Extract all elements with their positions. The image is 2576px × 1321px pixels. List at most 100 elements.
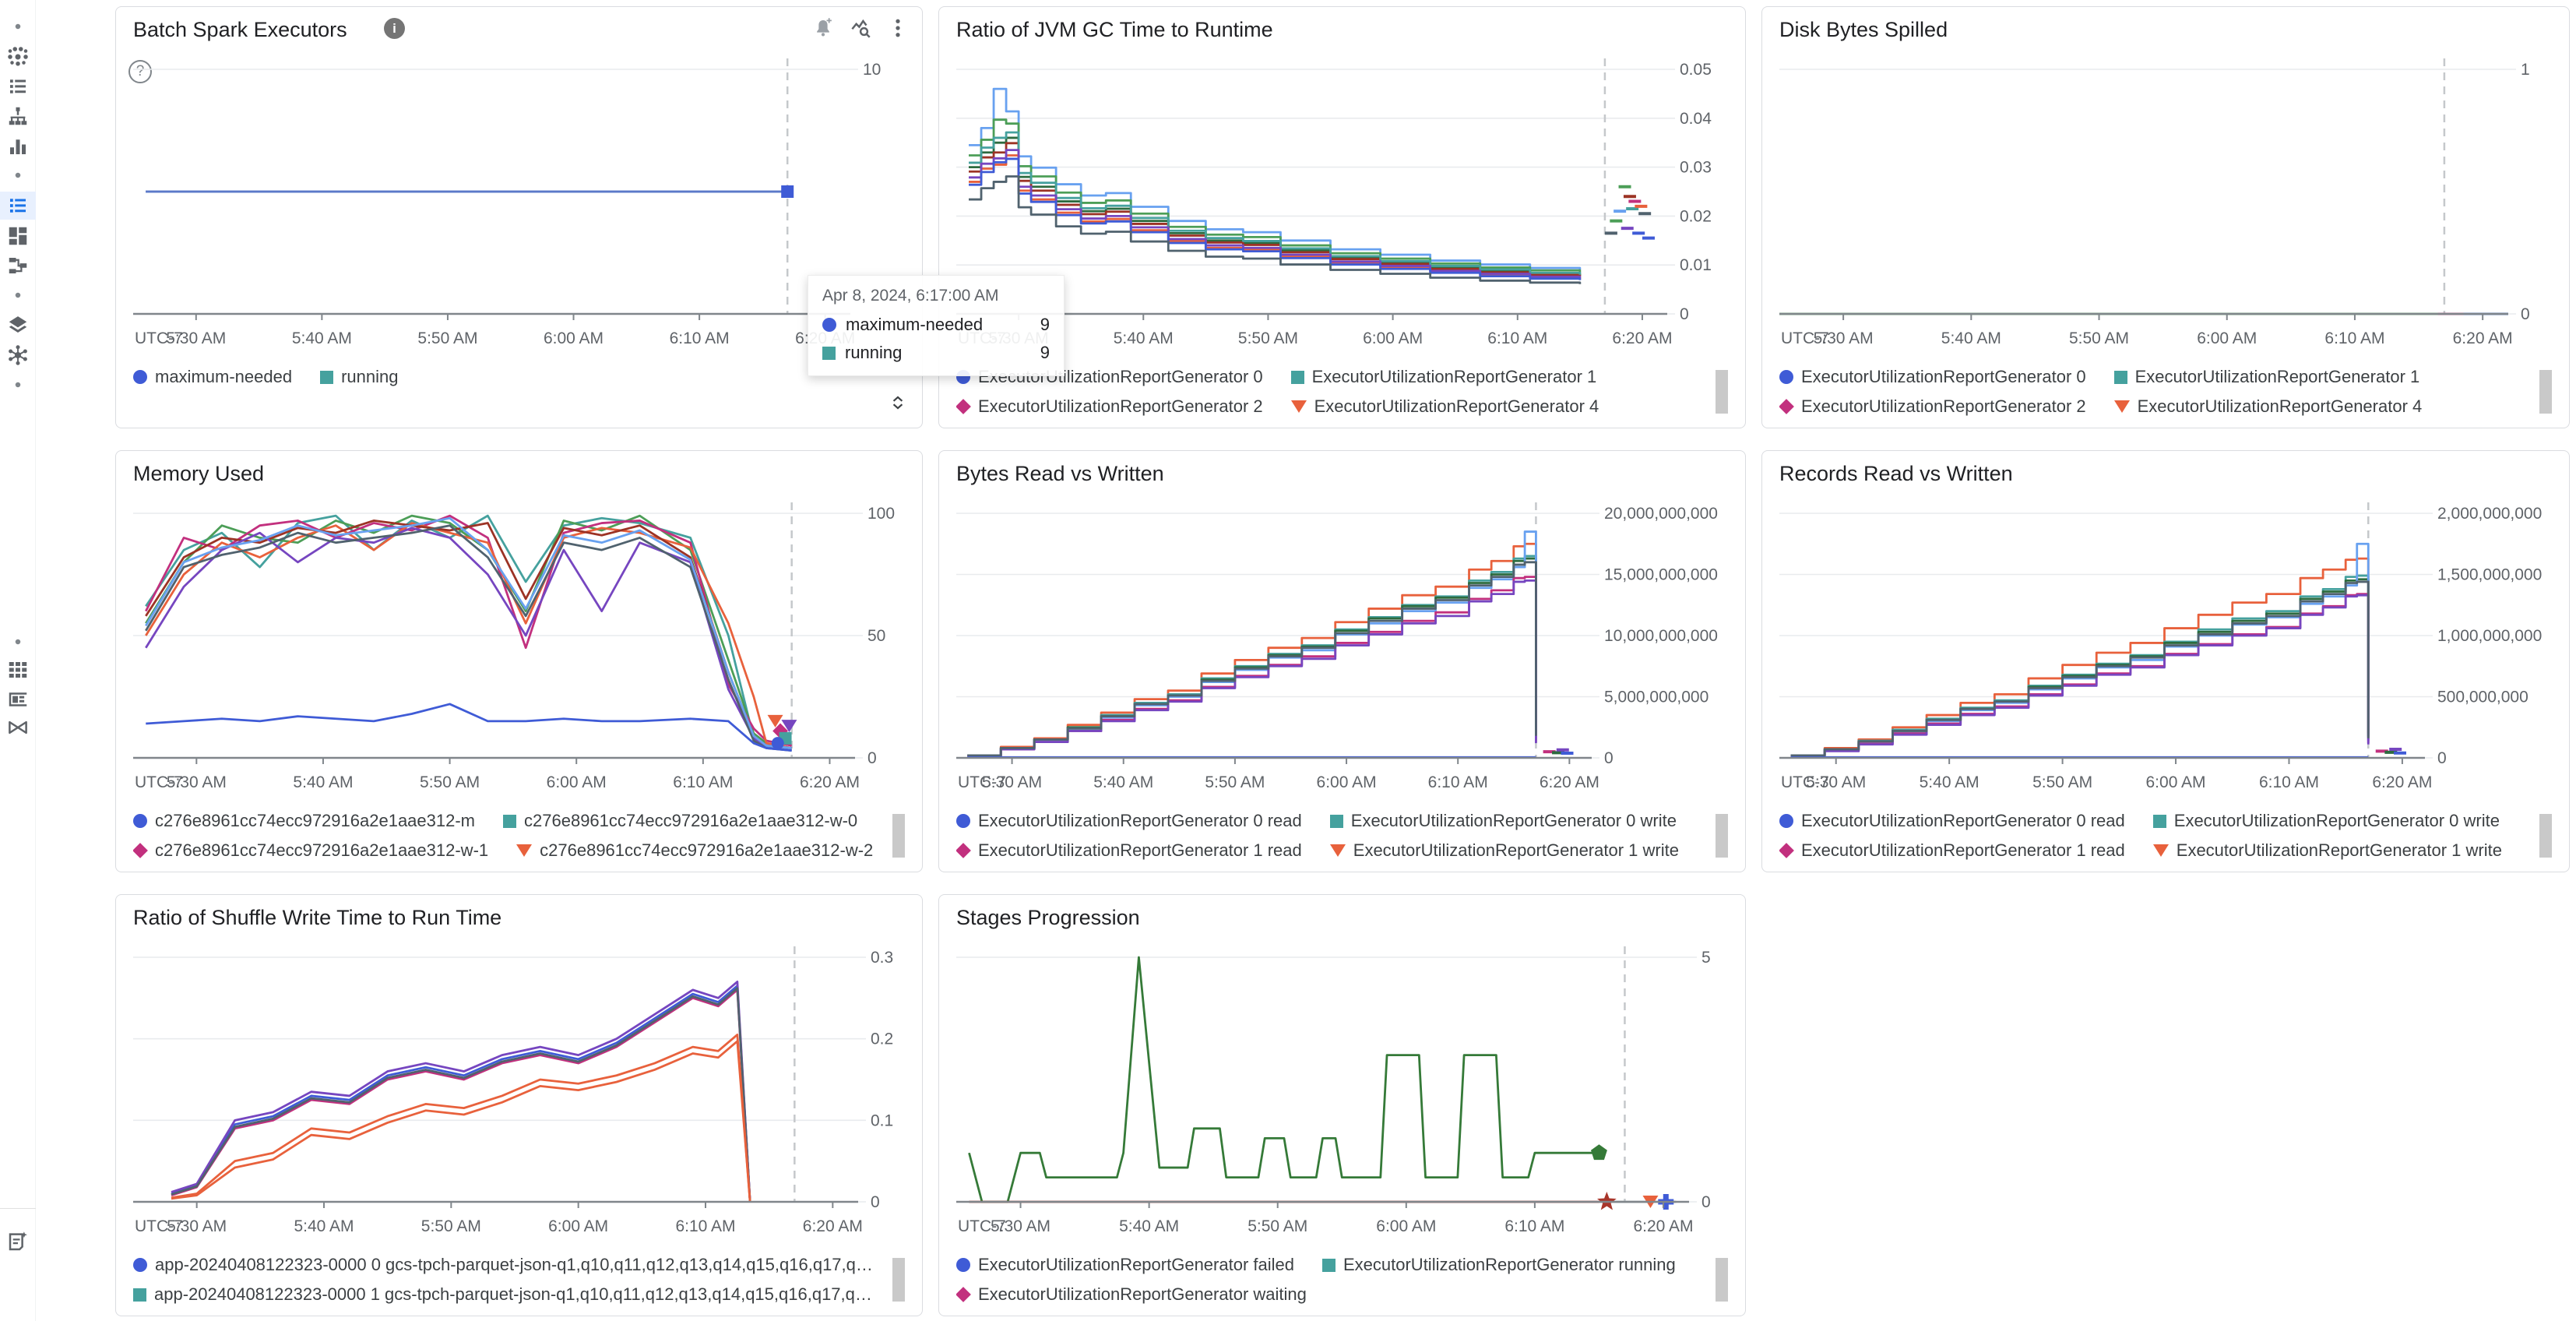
legend-item[interactable]: ExecutorUtilizationReportGenerator 0 wri… [1329,811,1677,831]
svg-text:UTC-7: UTC-7 [1781,329,1829,347]
legend-item[interactable]: running [320,367,398,387]
legend-circle-marker [1779,814,1793,828]
dashboards-icon[interactable] [5,222,31,250]
bytes-read-written-chart: 20,000,000,000 15,000,000,000 10,000,000,0… [956,502,1718,791]
panel-title: Records Read vs Written [1779,462,2013,485]
panel-title: Disk Bytes Spilled [1779,18,1948,41]
legend-item[interactable]: c276e8961cc74ecc972916a2e1aae312-m [133,811,475,831]
bowtie-icon[interactable] [5,713,31,742]
svg-text:0.1: 0.1 [871,1111,893,1129]
tooltip-rows: maximum-needed 9 running 9 [822,315,1050,363]
svg-text:5:40 AM: 5:40 AM [1119,1217,1179,1235]
legend-label: c276e8961cc74ecc972916a2e1aae312-m [155,811,476,830]
legend-scrollbar[interactable] [1716,370,1728,414]
svg-text:6:00 AM: 6:00 AM [2197,329,2257,347]
legend-diamond-marker [133,843,148,858]
legend-item[interactable]: ExecutorUtilizationReportGenerator 1 [1290,367,1596,387]
legend-scrollbar[interactable] [1716,814,1728,858]
apps-grid-icon[interactable] [5,656,31,684]
legend-item[interactable]: maximum-needed [133,367,292,387]
resource-tree-icon[interactable] [5,102,31,130]
panel-jvm-gc-ratio: Ratio of JVM GC Time to Runtime 0.05 0.04… [938,6,1746,428]
legend-item[interactable]: ExecutorUtilizationReportGenerator 4 [1290,396,1599,417]
svg-text:50: 50 [867,627,885,645]
svg-text:6:20 AM: 6:20 AM [2453,329,2513,347]
panel-title: Stages Progression [956,906,1140,929]
legend-item[interactable]: ExecutorUtilizationReportGenerator 0 rea… [956,811,1302,831]
legend-label: ExecutorUtilizationReportGenerator 1 [2134,367,2420,386]
legend-triangle-marker [1290,400,1307,413]
workflows-icon[interactable] [5,43,31,71]
svg-text:5:50 AM: 5:50 AM [1238,329,1298,347]
legend-item[interactable]: ExecutorUtilizationReportGenerator 1 rea… [1779,840,2125,861]
legend-expander-icon[interactable] [885,386,911,420]
legend-item[interactable]: app-20240408122323-0000 0 gcs-tpch-parqu… [133,1255,877,1275]
legend-item[interactable]: ExecutorUtilizationReportGenerator 0 rea… [1779,811,2125,831]
legend-item[interactable]: ExecutorUtilizationReportGenerator 2 [956,396,1263,417]
legend-item[interactable]: ExecutorUtilizationReportGenerator 2 [1779,396,2086,417]
legend-circle-marker [1779,370,1793,384]
legend-item[interactable]: ExecutorUtilizationReportGenerator 0 [1779,367,2086,387]
legend-item[interactable]: ExecutorUtilizationReportGenerator 1 wri… [2152,840,2502,861]
add-alert-icon[interactable] [810,15,836,41]
legend-item[interactable]: ExecutorUtilizationReportGenerator 1 rea… [956,840,1302,861]
legend-label: ExecutorUtilizationReportGenerator 4 [1314,396,1599,416]
schema-flow-icon[interactable] [5,252,31,280]
bar-chart-icon[interactable] [5,132,31,160]
legend-item[interactable]: ExecutorUtilizationReportGenerator runni… [1321,1255,1676,1275]
tooltip-series-value: 9 [1040,343,1050,362]
svg-text:5:40 AM: 5:40 AM [293,773,353,791]
legend-label: app-20240408122323-0000 0 gcs-tpch-parqu… [155,1255,877,1274]
svg-text:6:20 AM: 6:20 AM [1612,329,1672,347]
legend-item[interactable]: ExecutorUtilizationReportGenerator 4 [2113,396,2422,417]
legend-circle-marker [133,814,147,828]
svg-text:500,000,000: 500,000,000 [2437,689,2528,706]
legend-label: ExecutorUtilizationReportGenerator waiti… [978,1284,1307,1304]
legend-label: maximum-needed [155,367,293,386]
legend-item[interactable]: ExecutorUtilizationReportGenerator faile… [956,1255,1294,1275]
info-icon[interactable]: i [384,18,405,39]
svg-text:5:50 AM: 5:50 AM [2032,773,2092,791]
svg-text:6:00 AM: 6:00 AM [544,329,604,347]
panel-batch-spark-executors: Batch Spark Executors i ? 10 5:30 AM 5:40 … [115,6,1065,428]
metrics-list-icon[interactable] [0,192,36,220]
legend-scrollbar[interactable] [2539,370,2552,414]
legend-scrollbar[interactable] [892,814,905,858]
svg-text:0.05: 0.05 [1680,61,1712,79]
card-view-icon[interactable] [5,685,31,713]
svg-text:100: 100 [867,505,895,523]
svg-text:2,000,000,000: 2,000,000,000 [2437,505,2542,523]
legend-item[interactable]: ExecutorUtilizationReportGenerator 0 wri… [2152,811,2500,831]
legend-item[interactable]: ExecutorUtilizationReportGenerator 1 wri… [1329,840,1679,861]
note-add-icon[interactable] [5,1228,31,1256]
svg-text:UTC-7: UTC-7 [958,1217,1006,1235]
explore-data-icon[interactable] [847,15,874,41]
legend-scrollbar[interactable] [892,1258,905,1302]
legend-item[interactable]: c276e8961cc74ecc972916a2e1aae312-w-0 [503,811,857,831]
svg-text:6:10 AM: 6:10 AM [673,773,733,791]
legend-scrollbar[interactable] [1716,1258,1728,1302]
legend-diamond-marker [1779,843,1794,858]
svg-text:6:20 AM: 6:20 AM [1633,1217,1693,1235]
more-vert-icon[interactable] [885,15,911,41]
legend-item[interactable]: ExecutorUtilizationReportGenerator 1 [2113,367,2420,387]
legend-triangle-marker [516,844,533,857]
svg-text:0: 0 [871,1193,880,1211]
svg-text:6:20 AM: 6:20 AM [803,1217,863,1235]
legend-item[interactable]: c276e8961cc74ecc972916a2e1aae312-w-2 [516,840,873,861]
layers-icon[interactable] [5,312,31,340]
chart-legend: ExecutorUtilizationReportGenerator 0 Exec… [956,367,1700,417]
svg-text:15,000,000,000: 15,000,000,000 [1604,566,1718,584]
legend-item[interactable]: c276e8961cc74ecc972916a2e1aae312-w-1 [133,840,488,861]
tooltip-series-label: maximum-needed [846,315,984,334]
log-list-icon[interactable] [5,72,31,100]
svg-text:6:00 AM: 6:00 AM [2146,773,2206,791]
help-icon[interactable]: ? [128,60,152,83]
legend-scrollbar[interactable] [2539,814,2552,858]
legend-item[interactable]: ExecutorUtilizationReportGenerator waiti… [956,1284,1307,1305]
dot-separator-icon [5,371,31,399]
panel-records-read-written: Records Read vs Written 2,000,000,000 1,5… [1761,450,2570,872]
network-hub-icon[interactable] [5,341,31,369]
legend-item[interactable]: app-20240408122323-0000 1 gcs-tpch-parqu… [133,1284,877,1305]
